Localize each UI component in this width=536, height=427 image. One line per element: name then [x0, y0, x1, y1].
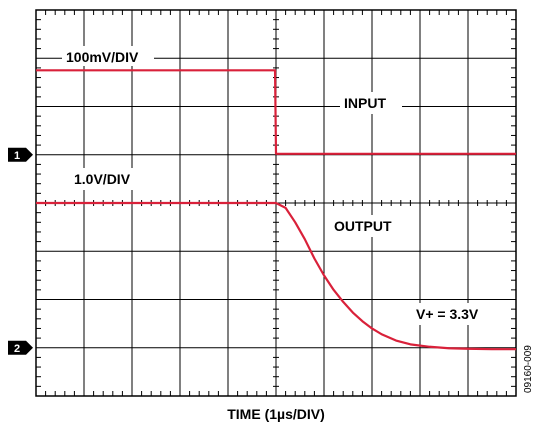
traces [36, 69, 516, 351]
channel-marker-shape [8, 147, 33, 162]
trace-output [36, 201, 516, 351]
labels: 100mV/DIV INPUT 1.0V/DIV OUTPUT V+ = 3.3… [62, 46, 534, 422]
output-label-bg [330, 215, 406, 237]
input-label: INPUT [344, 95, 386, 111]
supply-label: V+ = 3.3V [416, 306, 479, 322]
ch1-scale-label-bg [62, 46, 154, 66]
trace-input [36, 69, 516, 155]
supply-label-bg [412, 303, 500, 325]
figure-id: 09160-009 [523, 345, 534, 393]
ch2-scale-label: 1.0V/DIV [74, 171, 131, 187]
channel-marker-1: 1 [8, 147, 33, 162]
ch2-scale-label-bg [70, 168, 146, 190]
input-label-bg [340, 92, 402, 114]
channel-marker-label: 1 [14, 150, 20, 162]
channel-marker-2: 2 [8, 340, 33, 355]
x-axis-label: TIME (1µs/DIV) [227, 406, 325, 422]
output-label: OUTPUT [334, 218, 392, 234]
channel-marker-shape [8, 340, 33, 355]
channel-marker-label: 2 [14, 343, 20, 355]
ch1-scale-label: 100mV/DIV [66, 49, 139, 65]
channel-markers: 12 [8, 147, 33, 355]
